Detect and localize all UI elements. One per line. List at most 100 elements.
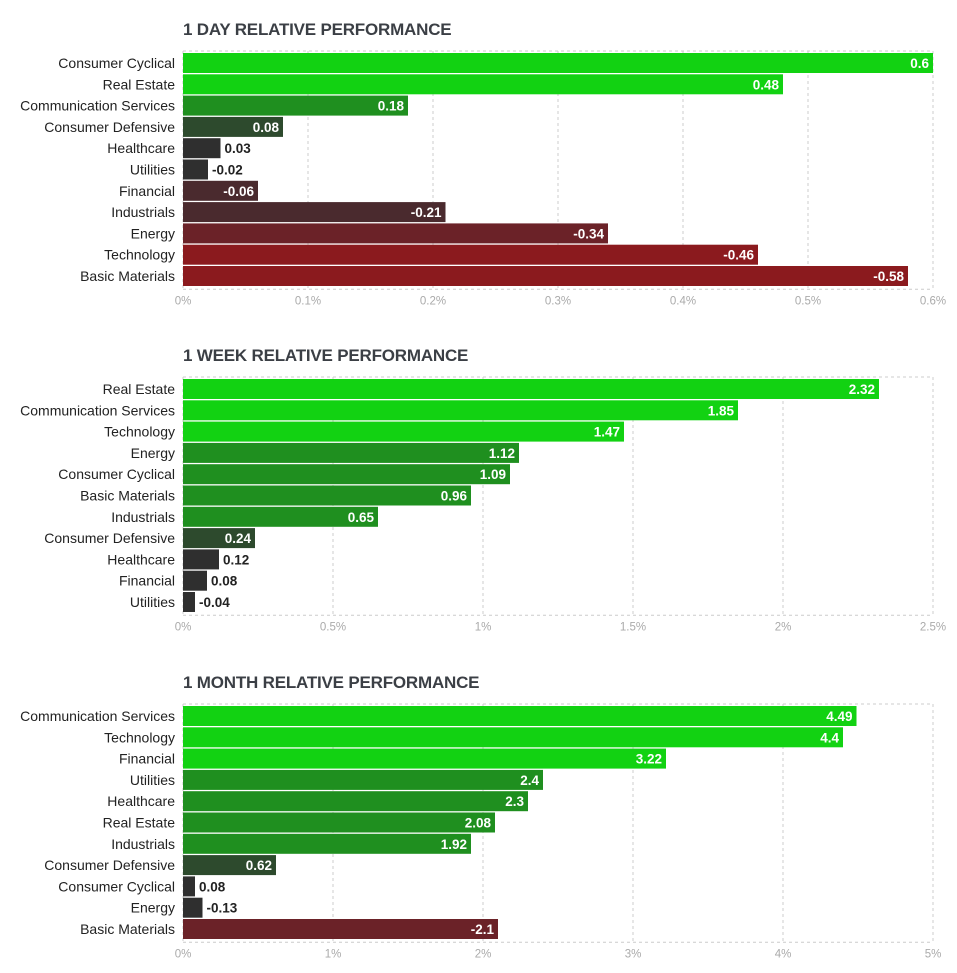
tick-label: 3% (625, 948, 642, 960)
category-label: Real Estate (103, 815, 176, 831)
category-label: Industrials (111, 204, 175, 220)
value-label: -0.46 (723, 248, 754, 263)
chart-1-week-plot: Real Estate 2.32 Communication Services 1.8… (20, 376, 946, 633)
value-label: 3.22 (636, 752, 662, 767)
category-label: Financial (119, 751, 175, 767)
bar (183, 74, 783, 95)
tick-label: 5% (925, 948, 942, 960)
bar (183, 379, 879, 399)
tick-label: 0.4% (670, 295, 696, 307)
bar (183, 812, 495, 833)
value-label: 2.4 (520, 773, 539, 788)
category-label: Consumer Cyclical (58, 466, 175, 482)
category-label: Technology (104, 729, 175, 745)
value-label: 1.47 (594, 425, 620, 440)
value-label: 2.08 (465, 816, 492, 831)
value-label: 2.32 (849, 382, 875, 397)
category-label: Real Estate (103, 76, 176, 92)
value-label: -0.04 (199, 595, 230, 610)
category-label: Consumer Defensive (44, 119, 175, 135)
chart-1-day-plot: Consumer Cyclical 0.6 Real Estate 0.48 Commu… (20, 50, 946, 307)
category-label: Consumer Defensive (44, 530, 175, 546)
bar (183, 876, 195, 897)
category-label: Energy (131, 445, 175, 461)
bar (183, 919, 498, 939)
chart-title: 1 DAY RELATIVE PERFORMANCE (183, 20, 452, 39)
value-label: 1.12 (489, 446, 515, 461)
bar (183, 727, 843, 748)
value-label: 0.65 (348, 510, 375, 525)
bar (183, 592, 195, 612)
value-label: 0.48 (753, 77, 780, 92)
value-label: 0.24 (225, 531, 252, 546)
tick-label: 0.1% (295, 295, 321, 307)
category-label: Consumer Cyclical (58, 55, 175, 71)
bar (183, 202, 446, 223)
value-label: -2.1 (471, 922, 495, 937)
bar (183, 791, 528, 812)
bar (183, 570, 207, 591)
bar (183, 421, 624, 442)
value-label: 1.85 (708, 403, 735, 418)
category-label: Utilities (130, 594, 175, 610)
category-label: Basic Materials (80, 488, 175, 504)
bar (183, 769, 543, 790)
bar (183, 506, 378, 527)
category-label: Financial (119, 573, 175, 589)
category-label: Technology (104, 424, 175, 440)
bar (183, 897, 203, 918)
value-label: 1.92 (441, 837, 467, 852)
bar (183, 138, 221, 159)
chart-title: 1 WEEK RELATIVE PERFORMANCE (183, 346, 469, 365)
bar (183, 706, 857, 726)
category-label: Real Estate (103, 381, 176, 397)
value-label: 1.09 (480, 467, 506, 482)
tick-label: 1% (475, 621, 492, 633)
category-label: Basic Materials (80, 268, 175, 284)
value-label: -0.58 (873, 269, 904, 284)
value-label: -0.13 (207, 901, 238, 916)
value-label: -0.02 (212, 163, 243, 178)
tick-label: 0.6% (920, 295, 946, 307)
category-label: Healthcare (107, 140, 175, 156)
category-label: Healthcare (107, 793, 175, 809)
bar (183, 244, 758, 265)
bar (183, 95, 408, 116)
bar (183, 549, 219, 570)
tick-label: 1.5% (620, 621, 646, 633)
category-label: Utilities (130, 162, 175, 178)
tick-label: 4% (775, 948, 792, 960)
chart-1-month: 1 MONTH RELATIVE PERFORMANCE Communicati… (0, 653, 957, 973)
category-label: Energy (131, 225, 175, 241)
category-label: Basic Materials (80, 921, 175, 937)
category-label: Industrials (111, 836, 175, 852)
category-label: Energy (131, 900, 175, 916)
bar (183, 180, 258, 201)
value-label: 0.08 (211, 574, 238, 589)
value-label: 0.12 (223, 552, 249, 567)
value-label: 0.18 (378, 99, 405, 114)
category-label: Utilities (130, 772, 175, 788)
bar (183, 748, 666, 769)
category-label: Communication Services (20, 402, 175, 418)
bar (183, 159, 208, 180)
category-label: Financial (119, 183, 175, 199)
bar (183, 223, 608, 244)
bar (183, 266, 908, 286)
tick-label: 0.5% (320, 621, 346, 633)
tick-label: 2% (775, 621, 792, 633)
bar (183, 400, 738, 421)
category-label: Communication Services (20, 98, 175, 114)
bar (183, 464, 510, 485)
category-label: Consumer Defensive (44, 857, 175, 873)
chart-1-day: 1 DAY RELATIVE PERFORMANCE Consumer Cycl… (0, 0, 957, 320)
category-label: Communication Services (20, 708, 175, 724)
category-label: Technology (104, 247, 175, 263)
tick-label: 2.5% (920, 621, 946, 633)
value-label: 4.49 (826, 709, 852, 724)
value-label: 2.3 (505, 794, 524, 809)
tick-label: 0.2% (420, 295, 446, 307)
tick-label: 0.5% (795, 295, 821, 307)
chart-1-week: 1 WEEK RELATIVE PERFORMANCE Real Estate 2… (0, 326, 957, 646)
tick-label: 0% (175, 621, 192, 633)
